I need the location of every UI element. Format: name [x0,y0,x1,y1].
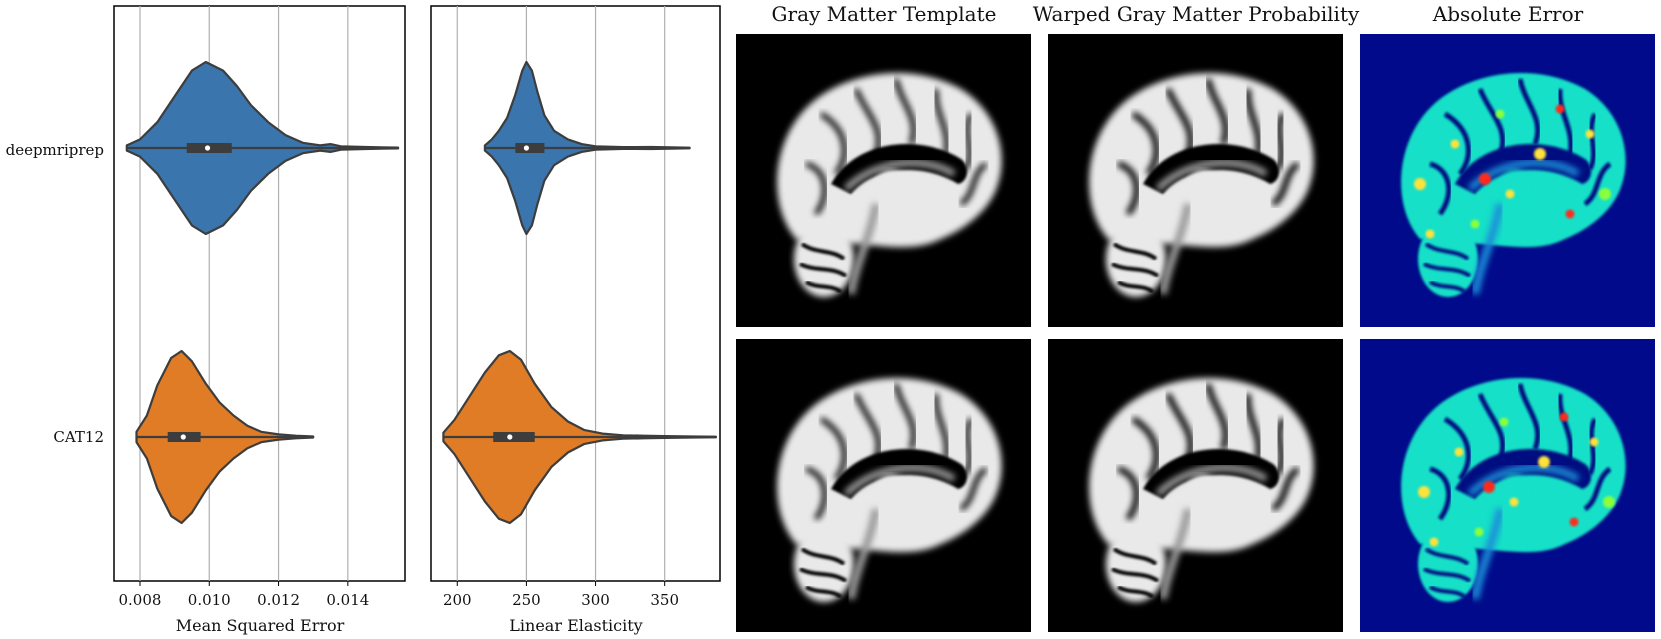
elasticity-x-axis-label: Linear Elasticity [509,616,642,635]
title-warped-gray-matter-probability: Warped Gray Matter Probability [1033,2,1360,26]
mse-tick-label: 0.010 [188,591,231,609]
le-tick-label: 250 [512,591,541,609]
mse-y-label-cat12: CAT12 [53,428,104,446]
le-iqr-box-deepmriprep [515,143,545,153]
title-gray-matter-template: Gray Matter Template [772,2,997,26]
elasticity-gridlines [456,6,666,581]
mse-tick-label: 0.012 [257,591,300,609]
mse-tick-label: 0.014 [326,591,369,609]
brain-panel-warped-row1 [1048,34,1343,327]
mse-violins [125,60,400,525]
le-median-deepmriprep [523,145,530,151]
elasticity-plot-frame [430,5,721,582]
le-tick-label: 300 [581,591,610,609]
mse-violin-chart: 0.008 0.010 0.012 0.014 deepmriprep CAT12 M… [6,5,406,635]
mse-median-deepmriprep [204,145,211,151]
le-iqr-box-cat12 [493,432,535,442]
elasticity-x-ticks: 200 250 300 350 [443,581,679,609]
mse-x-ticks: 0.008 0.010 0.012 0.014 [119,581,369,609]
mse-plot-frame [113,5,406,582]
mse-x-axis-label: Mean Squared Error [176,616,345,635]
le-tick-label: 350 [650,591,679,609]
brain-panel-template-row2 [736,339,1031,632]
brain-panel-template-row1 [736,34,1031,327]
elasticity-violin-chart: 200 250 300 350 Linear Elasticity [430,5,721,635]
mse-y-label-deepmriprep: deepmriprep [6,141,104,159]
title-absolute-error: Absolute Error [1432,2,1584,26]
brain-panel-warped-row2 [1048,339,1343,632]
le-tick-label: 200 [443,591,472,609]
mse-median-cat12 [180,434,186,440]
elasticity-violins [442,60,717,525]
mse-tick-label: 0.008 [119,591,162,609]
brain-panel-error-row1 [1360,34,1655,327]
le-median-cat12 [507,434,513,440]
brain-panel-error-row2 [1360,339,1655,632]
